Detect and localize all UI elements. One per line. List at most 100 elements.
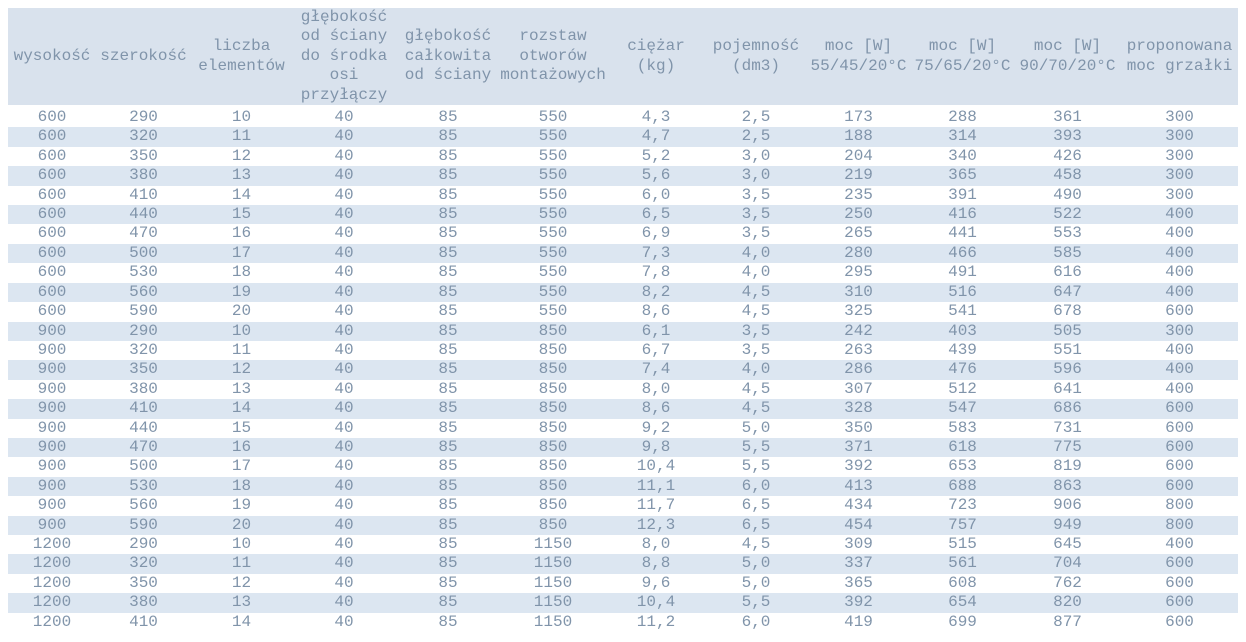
table-cell: 458 xyxy=(1014,166,1121,186)
table-cell: 40 xyxy=(334,612,354,631)
table-cell: 40 xyxy=(334,224,354,243)
table-cell: 900 xyxy=(37,457,67,476)
table-cell: 85 xyxy=(438,340,458,359)
table-cell: 6,1 xyxy=(606,321,706,341)
table-cell: 17 xyxy=(191,243,292,264)
table-cell: 85 xyxy=(396,399,500,419)
col-header-moc-75-65-20: moc [W] 75/65/20°C xyxy=(911,8,1014,109)
table-cell: 653 xyxy=(948,457,977,476)
table-row: 900 410 14 40 85 850 8,6 4,5 328 547 686… xyxy=(8,399,1238,419)
table-cell: 392 xyxy=(806,593,911,613)
table-cell: 40 xyxy=(334,496,354,515)
table-cell: 6,7 xyxy=(641,340,671,359)
table-cell: 600 xyxy=(37,185,67,204)
table-cell: 400 xyxy=(1165,263,1194,282)
table-cell: 18 xyxy=(191,476,292,497)
table-cell: 11 xyxy=(191,127,292,147)
table-cell: 775 xyxy=(1014,437,1121,458)
table-cell: 13 xyxy=(191,593,292,613)
table-cell: 1200 xyxy=(32,534,72,553)
table-cell: 8,0 xyxy=(641,534,671,553)
table-cell: 6,0 xyxy=(741,612,771,631)
table-cell: 40 xyxy=(334,379,354,398)
table-cell: 4,0 xyxy=(706,360,806,380)
table-cell: 85 xyxy=(438,108,458,127)
table-cell: 470 xyxy=(96,437,191,458)
table-cell: 85 xyxy=(396,593,500,613)
table-cell: 5,5 xyxy=(706,437,806,458)
table-cell: 350 xyxy=(96,360,191,380)
table-cell: 85 xyxy=(396,243,500,264)
table-cell: 40 xyxy=(292,321,396,341)
table-cell: 550 xyxy=(500,166,606,186)
table-cell: 600 xyxy=(37,263,67,282)
table-cell: 300 xyxy=(1121,321,1238,341)
table-cell: 8,6 xyxy=(641,302,671,321)
col-header-rozstaw-otworow: rozstaw otworów montażowych xyxy=(500,8,606,109)
table-cell: 15 xyxy=(191,205,292,225)
table-cell: 1150 xyxy=(533,534,573,553)
table-cell: 12 xyxy=(231,146,252,165)
table-cell: 4,7 xyxy=(606,127,706,147)
table-cell: 314 xyxy=(911,127,1014,147)
table-cell: 40 xyxy=(334,185,354,204)
table-row: 900 500 17 40 85 850 10,4 5,5 392 653 81… xyxy=(8,457,1238,476)
col-header-wysokosc: wysokość xyxy=(8,8,96,109)
table-cell: 5,6 xyxy=(606,166,706,186)
table-cell: 600 xyxy=(1121,476,1238,497)
table-cell: 40 xyxy=(334,573,354,592)
table-cell: 300 xyxy=(1165,185,1194,204)
table-cell: 85 xyxy=(396,515,500,535)
table-row: 900 320 11 40 85 850 6,7 3,5 263 439 551… xyxy=(8,341,1238,360)
table-cell: 85 xyxy=(438,263,458,282)
table-cell: 400 xyxy=(1165,379,1194,398)
table-cell: 5,5 xyxy=(706,593,806,613)
table-cell: 441 xyxy=(948,224,977,243)
table-cell: 12 xyxy=(191,360,292,380)
table-cell: 204 xyxy=(844,146,873,165)
table-cell: 11,7 xyxy=(636,496,676,515)
table-cell: 85 xyxy=(396,282,500,303)
table-cell: 14 xyxy=(231,185,252,204)
table-row: 600 470 16 40 85 550 6,9 3,5 265 441 553… xyxy=(8,224,1238,243)
table-cell: 645 xyxy=(1053,534,1082,553)
table-cell: 560 xyxy=(96,282,191,303)
col-header-glebokosc-do-osi-przylaczy: głębokość od ściany do środka osi przyłą… xyxy=(292,8,396,109)
table-cell: 900 xyxy=(8,515,96,535)
table-cell: 85 xyxy=(396,437,500,458)
table-cell: 40 xyxy=(334,534,354,553)
table-cell: 820 xyxy=(1014,593,1121,613)
table-cell: 295 xyxy=(844,263,873,282)
table-cell: 522 xyxy=(1014,205,1121,225)
table-cell: 16 xyxy=(231,224,252,243)
table-row: 1200 380 13 40 85 1150 10,4 5,5 392 654 … xyxy=(8,593,1238,613)
table-cell: 1150 xyxy=(500,593,606,613)
table-cell: 949 xyxy=(1014,515,1121,535)
table-cell: 371 xyxy=(806,437,911,458)
table-cell: 40 xyxy=(292,205,396,225)
table-cell: 85 xyxy=(438,302,458,321)
table-cell: 515 xyxy=(948,534,977,553)
table-cell: 320 xyxy=(96,127,191,147)
table-cell: 3,0 xyxy=(741,146,771,165)
table-cell: 550 xyxy=(500,127,606,147)
table-row: 1200 320 11 40 85 1150 8,8 5,0 337 561 7… xyxy=(8,554,1238,574)
table-cell: 550 xyxy=(538,146,568,165)
table-cell: 600 xyxy=(37,108,67,127)
table-cell: 585 xyxy=(1014,243,1121,264)
table-cell: 688 xyxy=(911,476,1014,497)
table-cell: 19 xyxy=(191,282,292,303)
table-cell: 550 xyxy=(500,243,606,264)
table-cell: 530 xyxy=(96,476,191,497)
table-cell: 466 xyxy=(911,243,1014,264)
table-cell: 583 xyxy=(948,418,977,437)
table-cell: 400 xyxy=(1165,534,1194,553)
table-cell: 600 xyxy=(1121,593,1238,613)
table-cell: 40 xyxy=(292,515,396,535)
table-cell: 5,0 xyxy=(741,573,771,592)
table-cell: 906 xyxy=(1053,496,1082,515)
table-cell: 762 xyxy=(1053,573,1082,592)
table-cell: 40 xyxy=(334,263,354,282)
table-cell: 4,5 xyxy=(741,534,771,553)
table-cell: 1150 xyxy=(533,573,573,592)
